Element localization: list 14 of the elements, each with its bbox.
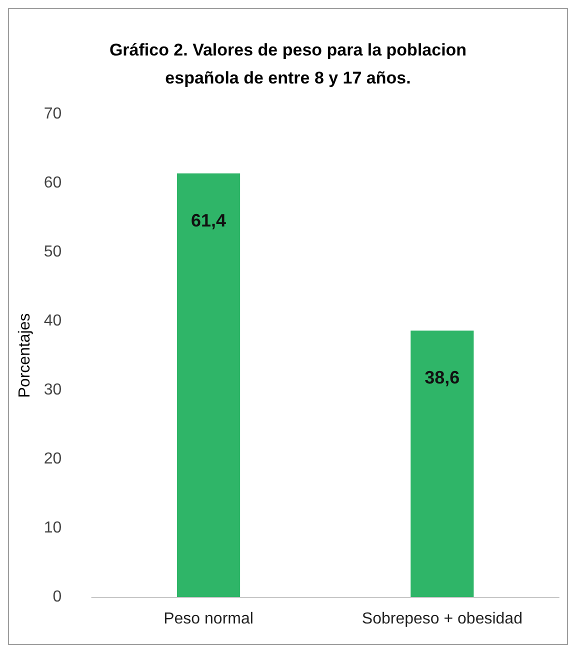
x-tick-label: Peso normal: [164, 610, 254, 628]
y-tick-label: 10: [44, 520, 62, 536]
y-tick-label: 60: [44, 174, 62, 192]
y-tick-label: 20: [44, 450, 62, 468]
data-label: 38,6: [424, 368, 460, 388]
y-tick-label: 40: [44, 312, 62, 330]
y-axis-title: Porcentajes: [16, 313, 34, 398]
y-tick-label: 50: [44, 244, 62, 260]
chart-title: Gráfico 2. Valores de peso para la poblacion española de entre 8 y 17 años.: [109, 40, 467, 88]
y-tick-label: 70: [44, 106, 62, 122]
y-tick-label: 0: [52, 588, 62, 606]
x-tick-label: Sobrepeso + obesidad: [362, 610, 522, 628]
data-label: 61,4: [191, 210, 226, 230]
y-tick-label: 30: [44, 382, 62, 398]
